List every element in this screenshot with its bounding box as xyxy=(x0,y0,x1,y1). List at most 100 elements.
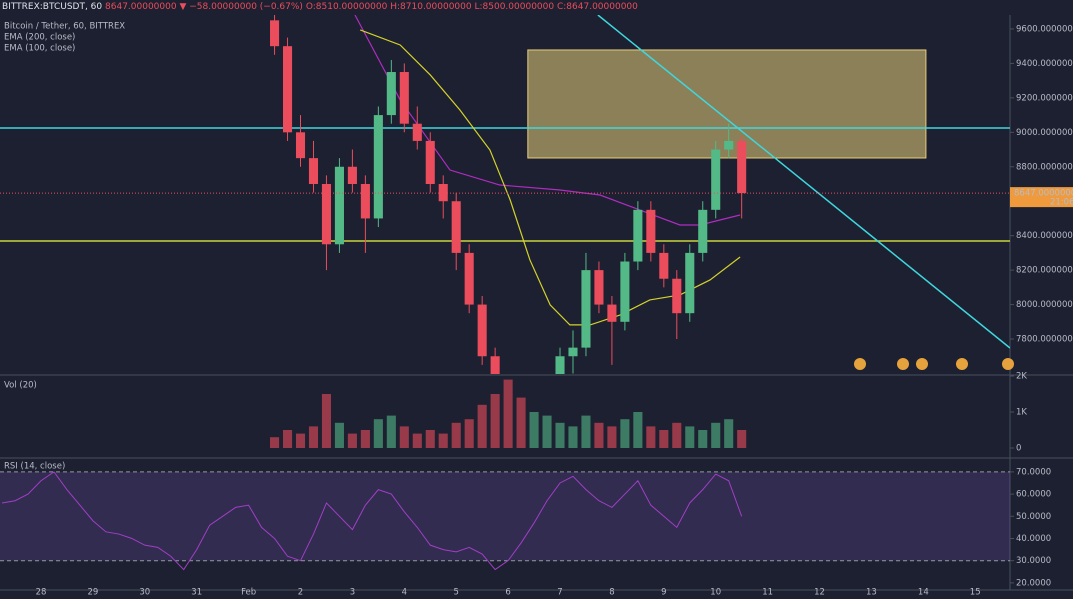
candle-body xyxy=(672,278,682,314)
x-tick-label: 6 xyxy=(505,588,510,598)
volume-bar xyxy=(594,422,604,448)
volume-bar xyxy=(477,404,487,448)
volume-bar xyxy=(568,426,578,448)
last-price-label: 8647.00000000 xyxy=(1014,189,1073,199)
x-tick-label: 12 xyxy=(814,588,825,598)
legend-entry: EMA (200, close) xyxy=(4,33,75,43)
plot-area xyxy=(270,379,747,448)
event-icon xyxy=(956,358,968,370)
volume-bar xyxy=(295,433,306,448)
candle-body xyxy=(659,252,669,279)
x-tick-label: 2 xyxy=(298,588,303,598)
symbol: BITTREX:BTCUSDT, 60 xyxy=(2,2,102,12)
rsi-line xyxy=(1,471,743,571)
rsi-title: RSI (14, close) xyxy=(4,462,65,472)
trend-line xyxy=(597,15,1010,349)
rsi-band xyxy=(0,471,1010,561)
y-tick-label: 8800.00000000 xyxy=(1016,162,1073,172)
countdown-label: 21:06 xyxy=(1050,198,1073,208)
x-tick-label: 29 xyxy=(87,588,98,598)
x-tick-label: 11 xyxy=(762,588,773,598)
volume-bar xyxy=(373,419,383,448)
candle-body xyxy=(620,261,630,322)
volume-bar xyxy=(399,426,409,448)
candle-body xyxy=(607,304,617,322)
volume-bar xyxy=(737,430,747,448)
volume-bar xyxy=(581,415,591,448)
x-tick-label: 10 xyxy=(710,588,721,598)
volume-bar xyxy=(646,426,656,448)
y-tick-label: 0 xyxy=(1016,444,1021,454)
candle-body xyxy=(438,183,448,202)
volume-bar xyxy=(464,419,474,448)
y-tick-label: 1K xyxy=(1016,408,1027,418)
candle-body xyxy=(451,201,461,253)
candle-body xyxy=(412,123,422,141)
y-tick-label: 70.0000 xyxy=(1016,467,1051,477)
volume-bar xyxy=(490,394,500,448)
volume-bar xyxy=(659,430,669,448)
candle-body xyxy=(464,252,474,305)
x-tick-label: 14 xyxy=(918,588,929,598)
y-tick-label: 8400.00000000 xyxy=(1016,231,1073,241)
volume-bar xyxy=(425,430,435,448)
volume-bar xyxy=(412,433,422,448)
volume-bar xyxy=(282,430,293,448)
candle-body xyxy=(334,166,344,245)
volume-bar xyxy=(516,397,526,448)
volume-title: Vol (20) xyxy=(4,381,37,391)
candle-body xyxy=(581,270,591,348)
volume-bar xyxy=(620,419,630,448)
open: O:8510.00000000 xyxy=(306,2,388,12)
main-title: Bitcoin / Tether, 60, BITTREX xyxy=(4,22,125,32)
change: ▼ −58.00000000 (−0.67%) xyxy=(179,2,302,12)
event-icon xyxy=(1002,358,1014,370)
y-tick-label: 30.0000 xyxy=(1016,556,1051,566)
legend-entry: EMA (100, close) xyxy=(4,44,75,54)
y-tick-label: 50.0000 xyxy=(1016,512,1051,522)
x-tick-label: 15 xyxy=(970,588,981,598)
event-icon xyxy=(854,358,866,370)
plot-area xyxy=(0,15,1010,374)
x-tick-label: 31 xyxy=(191,588,202,598)
volume-bar xyxy=(347,433,357,448)
volume-bar xyxy=(542,415,552,448)
candle-body xyxy=(633,209,643,262)
volume-bar xyxy=(451,422,461,448)
volume-bar xyxy=(321,394,332,448)
candle-body xyxy=(308,158,319,184)
candle-body xyxy=(270,20,280,47)
ema-line xyxy=(359,29,741,326)
y-tick-label: 8200.00000000 xyxy=(1016,266,1073,276)
volume-bar xyxy=(529,412,539,448)
volume-bar xyxy=(438,433,448,448)
x-tick-label: 13 xyxy=(866,588,877,598)
candle-body xyxy=(490,356,500,374)
volume-bar xyxy=(555,422,565,448)
candle-body xyxy=(685,252,695,314)
event-icons xyxy=(854,358,1014,370)
candle-body xyxy=(477,304,487,357)
volume-bar xyxy=(724,419,734,448)
x-tick-label: 7 xyxy=(557,588,562,598)
candle-body xyxy=(698,209,708,253)
x-tick-label: Feb xyxy=(241,588,256,598)
header: BITTREX:BTCUSDT, 60 8647.00000000 ▼ −58.… xyxy=(2,2,638,12)
event-icon xyxy=(916,358,928,370)
candle-body xyxy=(594,270,604,305)
high: H:8710.00000000 xyxy=(390,2,472,12)
candle-body xyxy=(555,356,565,374)
candle-body xyxy=(568,347,578,357)
volume-bar xyxy=(685,426,695,448)
x-tick-label: 9 xyxy=(661,588,666,598)
volume-bar xyxy=(672,422,682,448)
candle-body xyxy=(386,72,396,116)
volume-bar xyxy=(711,422,721,448)
candle-body xyxy=(724,140,734,150)
candle-body xyxy=(737,140,747,194)
volume-bar xyxy=(633,412,643,448)
volume-bar xyxy=(308,426,319,448)
y-tick-label: 9000.00000000 xyxy=(1016,128,1073,138)
volume-bar xyxy=(698,430,708,448)
